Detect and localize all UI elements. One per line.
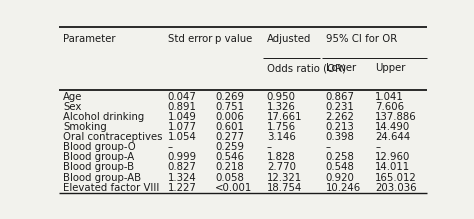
Text: 0.269: 0.269 [215,92,245,102]
Text: Blood group-O: Blood group-O [63,142,136,152]
Text: Smoking: Smoking [63,122,107,132]
Text: –: – [168,142,173,152]
Text: 203.036: 203.036 [375,183,417,193]
Text: –: – [326,142,331,152]
Text: 0.006: 0.006 [215,112,244,122]
Text: 0.231: 0.231 [326,102,355,112]
Text: 1.041: 1.041 [375,92,404,102]
Text: 0.751: 0.751 [215,102,245,112]
Text: 24.644: 24.644 [375,132,410,142]
Text: 165.012: 165.012 [375,173,417,183]
Text: 1.077: 1.077 [168,122,197,132]
Text: 1.324: 1.324 [168,173,196,183]
Text: 3.146: 3.146 [267,132,296,142]
Text: Oral contraceptives: Oral contraceptives [63,132,163,142]
Text: Adjusted: Adjusted [267,34,311,44]
Text: Odds ratio (OR): Odds ratio (OR) [267,63,346,73]
Text: 0.950: 0.950 [267,92,296,102]
Text: 0.867: 0.867 [326,92,355,102]
Text: 95% CI for OR: 95% CI for OR [326,34,397,44]
Text: 0.891: 0.891 [168,102,197,112]
Text: Std error: Std error [168,34,212,44]
Text: 0.601: 0.601 [215,122,244,132]
Text: 14.011: 14.011 [375,162,410,172]
Text: 0.259: 0.259 [215,142,245,152]
Text: 1.756: 1.756 [267,122,296,132]
Text: 18.754: 18.754 [267,183,302,193]
Text: 1.049: 1.049 [168,112,197,122]
Text: 0.213: 0.213 [326,122,355,132]
Text: Parameter: Parameter [63,34,116,44]
Text: Sex: Sex [63,102,82,112]
Text: 1.828: 1.828 [267,152,296,162]
Text: 0.546: 0.546 [215,152,245,162]
Text: –: – [267,142,272,152]
Text: 0.398: 0.398 [326,132,355,142]
Text: 10.246: 10.246 [326,183,361,193]
Text: 0.047: 0.047 [168,92,197,102]
Text: 0.277: 0.277 [215,132,245,142]
Text: 0.548: 0.548 [326,162,355,172]
Text: 0.920: 0.920 [326,173,355,183]
Text: 0.827: 0.827 [168,162,197,172]
Text: –: – [375,142,380,152]
Text: Blood group-A: Blood group-A [63,152,134,162]
Text: 12.321: 12.321 [267,173,302,183]
Text: 0.258: 0.258 [326,152,355,162]
Text: 2.770: 2.770 [267,162,296,172]
Text: 12.960: 12.960 [375,152,410,162]
Text: 14.490: 14.490 [375,122,410,132]
Text: Blood group-B: Blood group-B [63,162,134,172]
Text: Upper: Upper [375,63,406,73]
Text: 7.606: 7.606 [375,102,404,112]
Text: p value: p value [215,34,253,44]
Text: 0.999: 0.999 [168,152,197,162]
Text: 1.054: 1.054 [168,132,197,142]
Text: 137.886: 137.886 [375,112,417,122]
Text: Elevated factor VIII: Elevated factor VIII [63,183,159,193]
Text: Lower: Lower [326,63,356,73]
Text: 0.058: 0.058 [215,173,244,183]
Text: Blood group-AB: Blood group-AB [63,173,141,183]
Text: 17.661: 17.661 [267,112,302,122]
Text: <0.001: <0.001 [215,183,253,193]
Text: Age: Age [63,92,82,102]
Text: Alcohol drinking: Alcohol drinking [63,112,144,122]
Text: 0.218: 0.218 [215,162,244,172]
Text: 1.326: 1.326 [267,102,296,112]
Text: 2.262: 2.262 [326,112,355,122]
Text: 1.227: 1.227 [168,183,197,193]
